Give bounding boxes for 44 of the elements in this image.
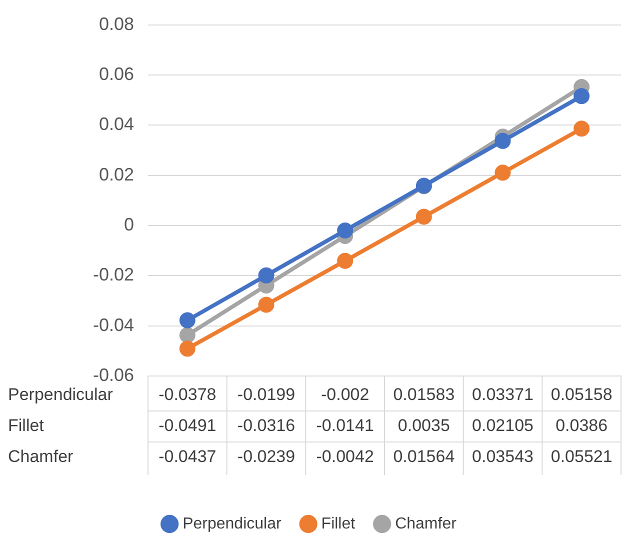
y-tick-label: 0.04 — [98, 114, 134, 134]
data-label: -0.0316 — [237, 416, 296, 436]
y-tick-label: -0.02 — [92, 264, 134, 285]
text: Fillet — [8, 416, 44, 436]
data-label: -0.0491 — [158, 416, 216, 436]
y-tick-label: 0.06 — [98, 64, 134, 84]
y-tick-label: 0.02 — [98, 164, 134, 184]
point — [258, 296, 274, 313]
data-label: 0.03371 — [472, 385, 534, 404]
point — [416, 208, 432, 225]
legend-label: Chamfer — [395, 515, 458, 532]
y-tick-label: 0.08 — [98, 14, 134, 34]
legend-label: Fillet — [321, 515, 356, 532]
point — [179, 327, 196, 344]
data-label: -0.002 — [320, 385, 370, 404]
point — [337, 252, 354, 269]
point — [179, 312, 196, 328]
point — [574, 120, 590, 137]
point — [337, 222, 354, 239]
point — [179, 340, 196, 357]
data-label: 0.05158 — [550, 385, 612, 404]
point — [494, 164, 511, 181]
data-label: 0.03543 — [472, 447, 534, 466]
text: Chamfer — [8, 447, 74, 466]
data-label: 0.05521 — [550, 447, 612, 466]
data-label: 0.02105 — [472, 416, 534, 436]
data-label: -0.0239 — [237, 447, 296, 466]
point — [258, 267, 274, 284]
legend-label: Perpendicular — [182, 515, 282, 532]
data-label: -0.0378 — [158, 385, 216, 404]
data-label: 0.0386 — [556, 416, 608, 436]
y-tick-label: -0.04 — [92, 314, 134, 335]
data-label: 0.0035 — [398, 416, 450, 436]
point — [574, 88, 590, 104]
point — [494, 132, 511, 149]
data-label: -0.0042 — [316, 447, 374, 466]
data-label: -0.0199 — [237, 385, 296, 404]
data-label: 0.01583 — [393, 385, 455, 404]
text: Perpendicular — [8, 385, 113, 404]
data-label: 0.01564 — [393, 447, 455, 466]
y-tick-label: -0.06 — [92, 364, 134, 385]
data-label: -0.0437 — [158, 447, 216, 466]
data-label: -0.0141 — [316, 416, 374, 436]
y-tick-label: 0 — [124, 214, 134, 234]
